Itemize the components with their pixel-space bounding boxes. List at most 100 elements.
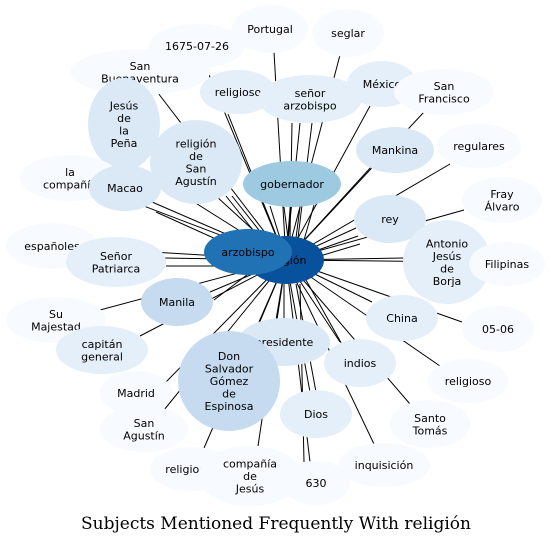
- node-senor-patriarca-shape: [66, 237, 166, 287]
- node-arzobispo-label: arzobispo: [221, 246, 275, 259]
- node-fecha-05-06: 05-06: [462, 306, 534, 352]
- node-seglar-label: seglar: [331, 27, 365, 40]
- node-china-shape: [366, 295, 438, 341]
- node-madrid: Madrid: [100, 371, 172, 415]
- node-dios: Dios: [280, 390, 352, 438]
- node-capitan-general: capitán general: [56, 326, 148, 374]
- node-filipinas-shape: [469, 242, 545, 286]
- node-dios-shape: [280, 390, 352, 438]
- node-san-buenaventura: San Buenaventura: [70, 49, 210, 95]
- node-fecha-05-06-label: 05-06: [482, 323, 514, 336]
- node-san-agustin-label: San Agustín: [123, 417, 165, 443]
- node-manila: Manila: [141, 278, 213, 326]
- node-fray-alvaro: Fray Álvaro: [462, 177, 542, 223]
- node-religion-san-agustin-shape: [150, 120, 242, 204]
- node-jesus-pena: Jesús de la Peña: [88, 78, 160, 170]
- node-n630-shape: [282, 461, 350, 505]
- node-gobernador-label: gobernador: [260, 178, 324, 191]
- edge-rey-3: [319, 243, 361, 257]
- node-capitan-general-shape: [56, 326, 148, 374]
- node-capitan-general-label: capitán general: [81, 338, 123, 364]
- node-manila-shape: [141, 278, 213, 326]
- node-inquisicion-shape: [338, 443, 430, 487]
- node-religion-san-agustin-label: religión de San Agustín: [175, 137, 217, 188]
- node-indios: indios: [324, 339, 396, 387]
- node-seglar: seglar: [312, 9, 384, 57]
- node-religioso-top-label: religioso: [215, 86, 262, 99]
- node-macao-shape: [89, 165, 161, 211]
- node-arzobispo-shape: [204, 229, 292, 275]
- node-macao-label: Macao: [107, 182, 143, 195]
- node-religioso-top-shape: [200, 70, 276, 114]
- node-inquisicion: inquisición: [338, 443, 430, 487]
- node-filipinas-label: Filipinas: [485, 258, 529, 271]
- node-fecha-05-06-shape: [462, 306, 534, 352]
- edge-rey-2: [317, 235, 359, 251]
- node-senor-patriarca-label: Señor Patriarca: [92, 250, 141, 276]
- node-madrid-label: Madrid: [117, 387, 155, 400]
- node-compania-jesus: compañía de Jesús: [198, 446, 302, 506]
- node-espanoles-label: españoles: [24, 240, 80, 253]
- node-la-compania-label: la compañía: [43, 166, 97, 192]
- node-seglar-shape: [312, 9, 384, 57]
- node-dios-label: Dios: [304, 408, 328, 421]
- node-indios-label: indios: [344, 357, 377, 370]
- node-religioso-top: religioso: [200, 70, 276, 114]
- node-indios-shape: [324, 339, 396, 387]
- node-religioso-right-label: religioso: [445, 375, 492, 388]
- node-fray-alvaro-label: Fray Álvaro: [485, 188, 520, 214]
- node-china: China: [366, 295, 438, 341]
- node-antonio-jesus-borja-shape: [403, 220, 491, 304]
- graph-title: Subjects Mentioned Frequently With relig…: [81, 514, 471, 534]
- node-santo-tomas-label: Santo Tomás: [412, 412, 448, 438]
- edge-santo-tomas: [285, 259, 411, 405]
- node-regulares-label: regulares: [453, 140, 505, 153]
- node-antonio-jesus-borja: Antonio Jesús de Borja: [403, 220, 491, 304]
- node-regulares: regulares: [437, 124, 521, 168]
- edge-gobernador-5: [303, 204, 315, 241]
- node-n630-label: 630: [306, 477, 327, 490]
- node-manila-label: Manila: [159, 296, 195, 309]
- node-fray-alvaro-shape: [462, 177, 542, 223]
- node-compania-jesus-shape: [198, 446, 302, 506]
- node-santo-tomas: Santo Tomás: [390, 400, 470, 448]
- node-mexico-label: México: [363, 78, 402, 91]
- node-don-salvador-label: Don Salvador Gómez de Espinosa: [205, 350, 254, 413]
- node-san-agustin: San Agustín: [100, 406, 188, 452]
- node-jesus-pena-shape: [88, 78, 160, 170]
- node-antonio-jesus-borja-label: Antonio Jesús de Borja: [426, 237, 469, 288]
- node-rey-label: rey: [381, 213, 399, 226]
- node-rey: rey: [354, 195, 426, 243]
- node-religion-san-agustin: religión de San Agustín: [150, 120, 242, 204]
- node-su-majestad-label: Su Majestad: [31, 308, 81, 334]
- node-portugal-label: Portugal: [247, 23, 293, 36]
- node-senor-arzobispo-label: señor arzobispo: [283, 87, 337, 113]
- edge-gobernador-2: [269, 205, 281, 239]
- node-mankina-label: Mankina: [372, 144, 418, 157]
- node-san-francisco: San Francisco: [394, 69, 494, 115]
- node-fecha-1675-label: 1675-07-26: [165, 40, 229, 53]
- node-compania-jesus-label: compañía de Jesús: [223, 458, 277, 496]
- node-mankina: Mankina: [356, 127, 434, 173]
- node-santo-tomas-shape: [390, 400, 470, 448]
- node-san-buenaventura-shape: [70, 49, 210, 95]
- node-arzobispo: arzobispo: [204, 229, 292, 275]
- node-rey-shape: [354, 195, 426, 243]
- node-inquisicion-label: inquisición: [355, 459, 414, 472]
- node-gobernador: gobernador: [243, 161, 341, 207]
- node-portugal-shape: [232, 5, 308, 53]
- node-don-salvador: Don Salvador Gómez de Espinosa: [178, 331, 280, 431]
- node-senor-patriarca: Señor Patriarca: [66, 237, 166, 287]
- edge-gobernador-4: [295, 206, 301, 239]
- node-regulares-shape: [437, 124, 521, 168]
- node-san-francisco-shape: [394, 69, 494, 115]
- node-mankina-shape: [356, 127, 434, 173]
- node-senor-arzobispo: señor arzobispo: [258, 75, 362, 123]
- node-n630: 630: [282, 461, 350, 505]
- node-gobernador-shape: [243, 161, 341, 207]
- edge-gobernador-3: [283, 206, 289, 239]
- node-san-agustin-shape: [100, 406, 188, 452]
- node-jesus-pena-label: Jesús de la Peña: [109, 99, 139, 150]
